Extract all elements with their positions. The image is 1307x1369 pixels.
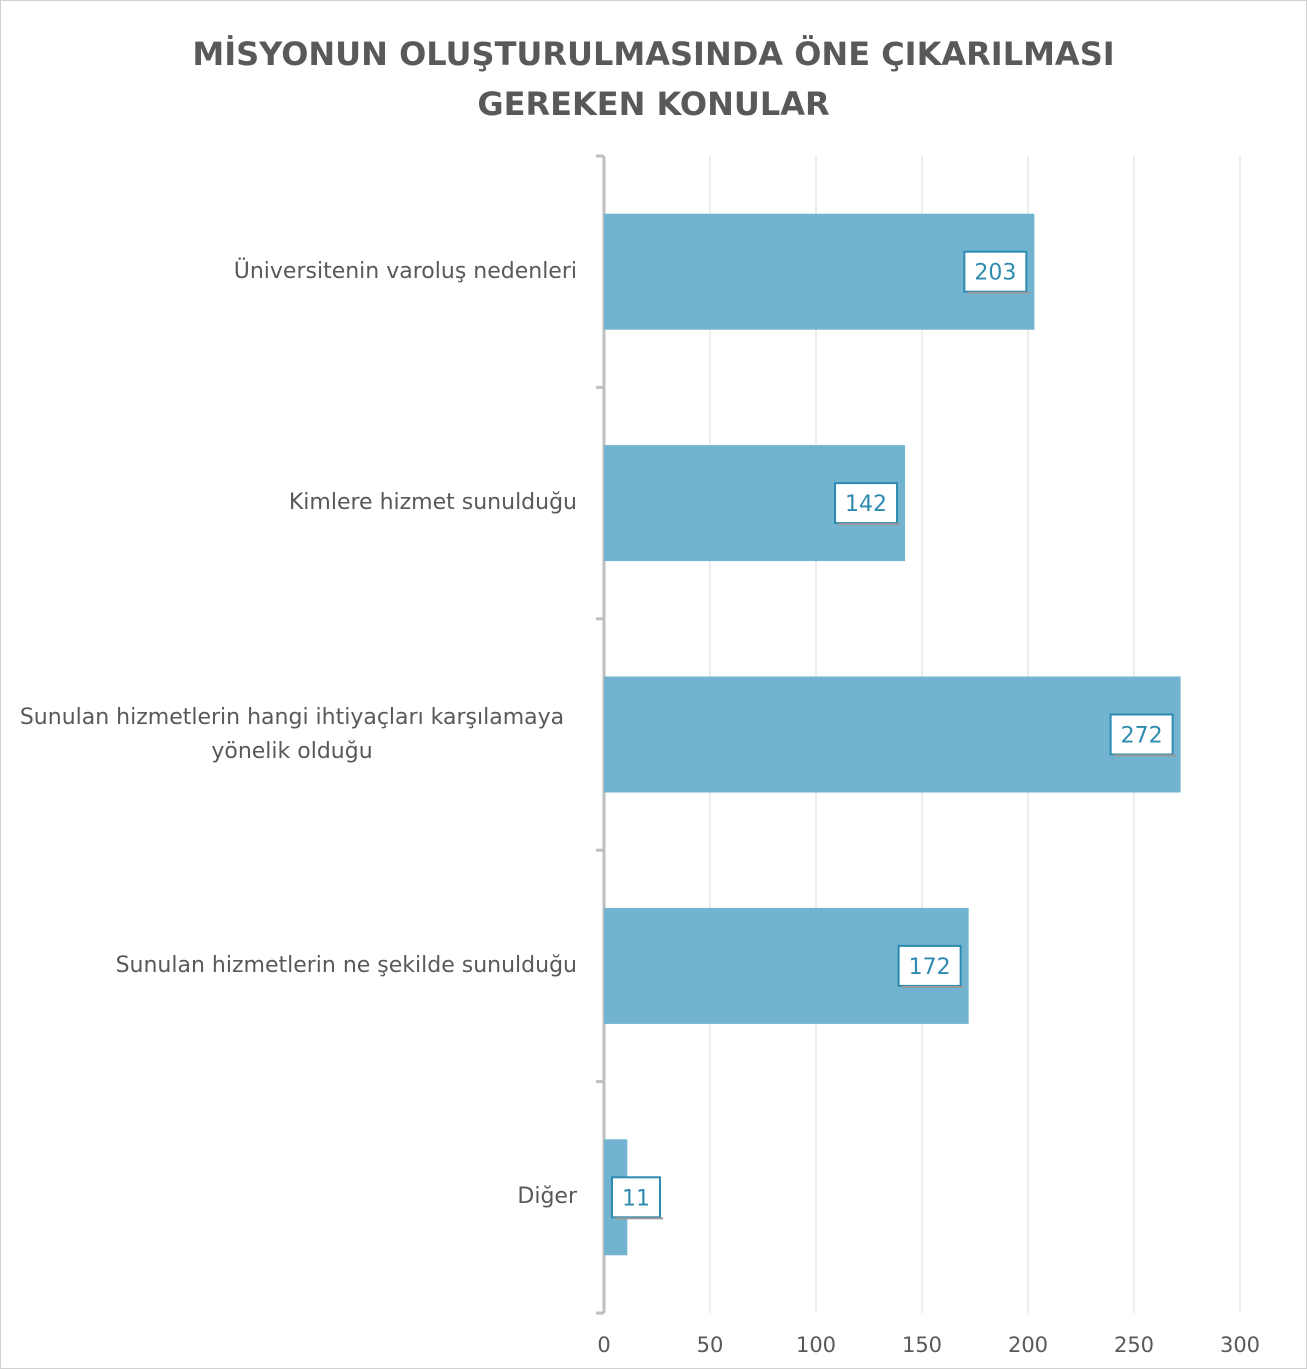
x-tick-label: 0: [597, 1333, 610, 1357]
x-tick-label: 250: [1114, 1333, 1154, 1357]
data-label-shadow: [838, 523, 901, 526]
y-tick-label: Sunulan hizmetlerin hangi ihtiyaçları ka…: [19, 704, 565, 764]
chart-title: MİSYONUN OLUŞTURULMASINDA ÖNE ÇIKARILMAS…: [192, 35, 1115, 123]
data-label-box: [611, 1176, 661, 1219]
x-tick-label: 150: [902, 1333, 942, 1357]
x-tick-label: 300: [1220, 1333, 1260, 1357]
x-tick-label: 50: [697, 1333, 724, 1357]
data-label-shadow: [615, 1217, 663, 1220]
data-label: 172: [909, 955, 951, 980]
data-label: 11: [622, 1186, 650, 1211]
y-tick-label: Sunulan hizmetlerin ne şekilde sunulduğu: [115, 952, 577, 978]
x-tick-label: 200: [1008, 1333, 1048, 1357]
data-label-shadow: [967, 291, 1030, 294]
data-label: 272: [1121, 724, 1163, 749]
x-tick-label: 100: [796, 1333, 836, 1357]
y-tick-label: Kimlere hizmet sunulduğu: [288, 490, 577, 516]
data-label-shadow: [1113, 754, 1176, 757]
y-tick-label: Üniversitenin varoluş nedenleri: [233, 258, 577, 284]
data-label: 142: [845, 492, 887, 517]
data-label-shadow: [901, 985, 964, 988]
bar: [604, 213, 1035, 330]
bar: [604, 676, 1181, 793]
y-tick-label: Diğer: [517, 1184, 577, 1210]
data-label: 203: [974, 261, 1016, 286]
